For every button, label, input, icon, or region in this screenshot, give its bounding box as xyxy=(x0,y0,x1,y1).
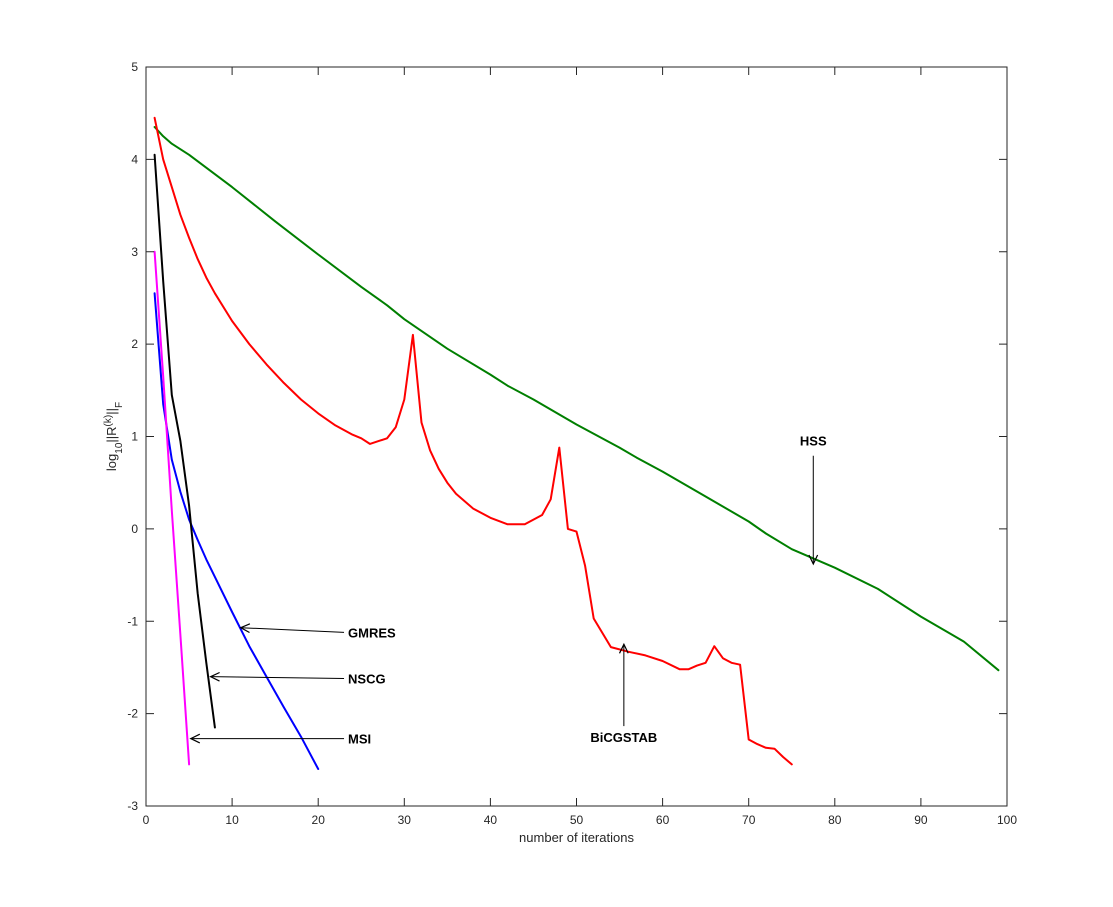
series-layer xyxy=(153,116,1000,770)
annotation-nscg: NSCG xyxy=(348,672,386,687)
x-tick-label: 40 xyxy=(484,813,498,827)
annotation-bicgstab: BiCGSTAB xyxy=(590,730,657,745)
series-line-nscg xyxy=(153,153,216,729)
series-line-hss xyxy=(153,126,1000,672)
annotation-arrow-head xyxy=(239,623,251,634)
series-line-gmres xyxy=(153,292,320,770)
x-tick-label: 100 xyxy=(997,813,1017,827)
y-axis-label-end: || xyxy=(104,408,119,415)
x-tick-label: 50 xyxy=(570,813,584,827)
x-axis-label: number of iterations xyxy=(519,830,634,845)
x-tick-label: 90 xyxy=(914,813,928,827)
x-tick-label: 10 xyxy=(225,813,239,827)
x-tick-label: 20 xyxy=(312,813,326,827)
x-tick-label: 70 xyxy=(742,813,756,827)
series-line-bicgstab xyxy=(153,116,793,766)
y-tick-label: 3 xyxy=(131,245,138,259)
y-axis-label-sup: (k) xyxy=(103,415,114,427)
annotation-arrow-shaft xyxy=(210,676,345,680)
annotation-arrow-head xyxy=(618,642,629,654)
annotation-hss: HSS xyxy=(800,434,827,449)
x-tick-label: 80 xyxy=(828,813,842,827)
y-tick-label: -3 xyxy=(127,799,138,813)
series-line-msi xyxy=(153,250,191,766)
y-axis-label-sub2: F xyxy=(114,402,125,408)
x-tick-label: 0 xyxy=(143,813,150,827)
annotation-arrow-head xyxy=(808,554,819,566)
annotation-msi: MSI xyxy=(348,732,371,747)
y-axis-label-sub: 10 xyxy=(114,442,125,454)
tick-layer: 0 10 20 30 40 50 60 70 80 90 100 -3 -2 -1 0 1 2 3 4 5 xyxy=(127,60,1017,827)
y-axis-label-mid: ||R xyxy=(104,426,119,442)
annotation-gmres: GMRES xyxy=(348,625,396,640)
annotation-arrow-shaft xyxy=(240,627,345,633)
x-tick-label: 60 xyxy=(656,813,670,827)
annotation-layer: HSS GMRES NSCG MSI BiCGSTAB xyxy=(189,434,827,747)
annotation-arrow-head xyxy=(209,671,220,682)
y-tick-label: -2 xyxy=(127,707,138,721)
y-tick-label: 1 xyxy=(131,430,138,444)
y-tick-label: 0 xyxy=(131,522,138,536)
y-tick-label: 2 xyxy=(131,337,138,351)
y-tick-label: 4 xyxy=(131,152,138,166)
y-tick-label: 5 xyxy=(131,60,138,74)
x-tick-label: 30 xyxy=(398,813,412,827)
y-axis-label-base: log xyxy=(104,454,119,471)
y-axis-label: log10||R(k)||F xyxy=(103,402,125,471)
y-tick-label: -1 xyxy=(127,614,138,628)
annotation-arrow-head xyxy=(189,733,201,744)
